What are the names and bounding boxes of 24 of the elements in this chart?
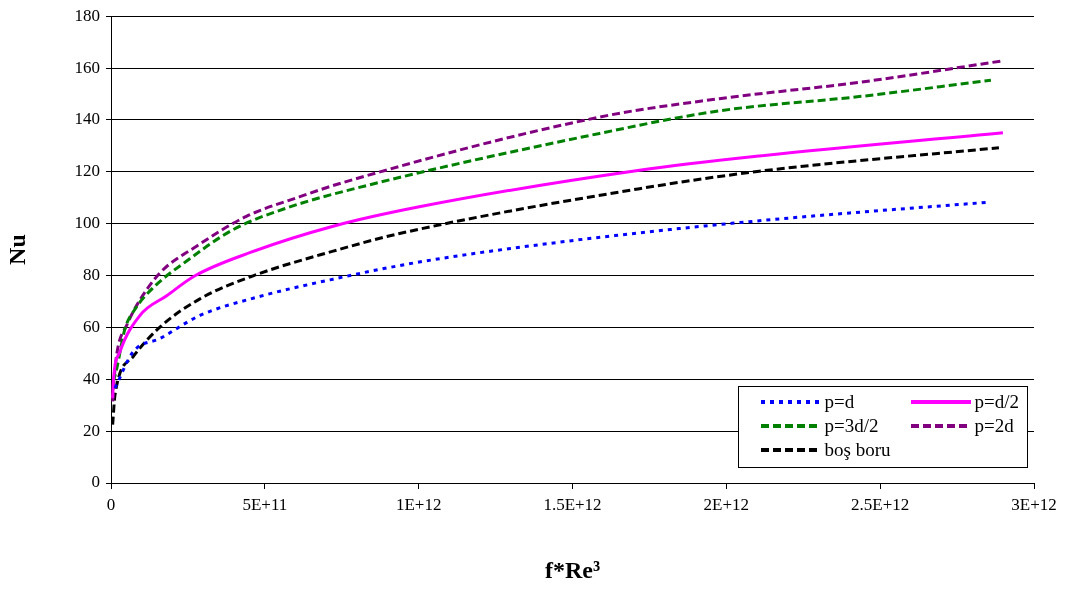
- legend-label: boş boru: [824, 439, 891, 461]
- y-tick-label: 60: [83, 316, 100, 336]
- x-tick-label: 1E+12: [395, 494, 442, 514]
- y-tick-label: 160: [74, 57, 100, 77]
- legend-label: p=d/2: [974, 391, 1019, 413]
- legend-label: p=2d: [974, 415, 1014, 437]
- y-tick-label: 80: [83, 265, 100, 284]
- y-tick-label: 40: [83, 368, 100, 388]
- x-tick-label: 0: [106, 494, 116, 514]
- x-tick-label: 3E+12: [1011, 494, 1057, 514]
- y-tick-label: 140: [74, 109, 100, 129]
- legend-label: p=3d/2: [824, 415, 879, 437]
- y-tick-label: 180: [74, 5, 100, 25]
- y-tick-label: 100: [74, 213, 100, 233]
- x-axis-title: f*Re³: [544, 556, 601, 583]
- y-axis-title: Nu: [3, 234, 30, 265]
- x-tick-label: 2.5E+12: [851, 494, 910, 514]
- x-tick-label: 1.5E+12: [543, 494, 602, 514]
- legend-label: p=d: [824, 391, 855, 413]
- y-tick-label: 120: [74, 161, 100, 181]
- x-tick-label: 5E+11: [242, 494, 288, 514]
- x-tick-label: 2E+12: [703, 494, 750, 514]
- y-tick-label: 0: [91, 472, 100, 492]
- y-tick-label: 20: [83, 420, 100, 440]
